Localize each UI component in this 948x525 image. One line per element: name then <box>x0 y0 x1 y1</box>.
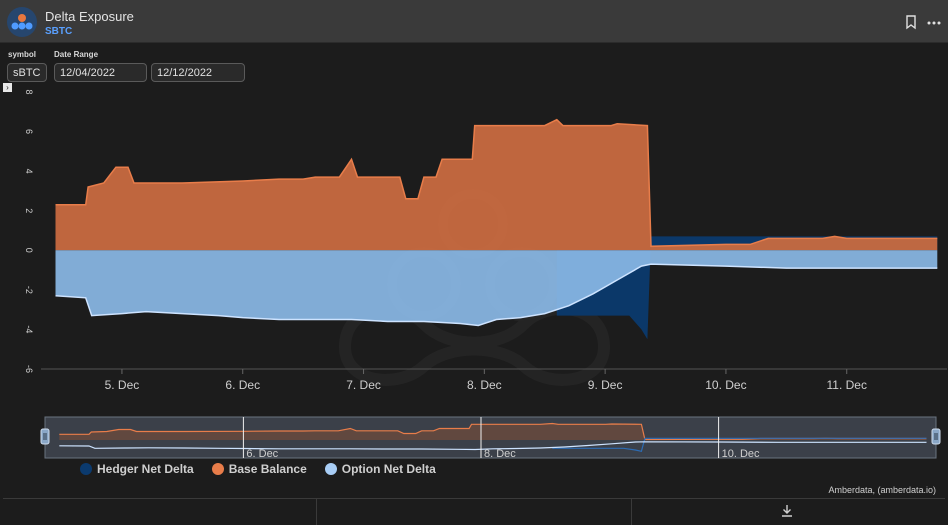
y-tick-label: -4 <box>24 325 34 333</box>
navigator-line-base <box>59 422 927 441</box>
series-area-option <box>55 250 938 326</box>
y-tick-label: -6 <box>24 365 34 373</box>
x-tick-label: 6. Dec <box>225 378 260 392</box>
amberdata-logo <box>7 7 37 37</box>
symbol-label: symbol <box>8 50 37 59</box>
x-tick-label: 11. Dec <box>827 378 867 392</box>
navigator-handle-left[interactable] <box>40 428 50 445</box>
x-tick-label: 10. Dec <box>705 378 746 392</box>
navigator-handle-right[interactable] <box>931 428 941 445</box>
legend-item-hedger[interactable]: Hedger Net Delta <box>80 462 194 476</box>
y-tick-label: -2 <box>24 286 34 294</box>
end-date-input[interactable]: 12/12/2022 <box>151 63 245 82</box>
y-tick-label: 6 <box>24 129 34 134</box>
y-tick-label: 2 <box>24 208 34 213</box>
footer-cell <box>317 499 632 525</box>
series-area-base <box>55 119 938 251</box>
page-title: Delta Exposure <box>45 9 134 24</box>
footer-bar <box>3 498 945 525</box>
symbol-select[interactable]: sBTC <box>7 63 47 82</box>
y-tick-label: 0 <box>24 248 34 253</box>
x-tick-label: 9. Dec <box>588 378 623 392</box>
legend-dot <box>324 463 337 475</box>
navigator-line-hedger <box>552 437 927 453</box>
navigator-tick-label: 10. Dec <box>722 448 760 460</box>
y-tick-label: 4 <box>24 169 34 174</box>
chart-credit: Amberdata, (amberdata.io) <box>828 485 936 495</box>
navigator-tick-label: 8. Dec <box>484 448 516 460</box>
footer-cell[interactable] <box>632 499 945 525</box>
widget-header: Delta Exposure SBTC <box>0 0 948 43</box>
y-tick-label: 8 <box>24 89 34 94</box>
date-range-label: Date Range <box>54 50 99 59</box>
expand-toggle-icon[interactable]: › <box>3 83 12 92</box>
x-tick-label: 5. Dec <box>105 378 140 392</box>
delta-exposure-chart: 8 6 4 2 0 -2 -4 -6 5. Dec 6. Dec 7. Dec 8. Dec 9. D… <box>24 89 947 460</box>
symbol-subtitle: SBTC <box>45 26 73 37</box>
navigator-line-option <box>59 441 927 451</box>
start-date-input[interactable]: 12/04/2022 <box>54 63 147 82</box>
legend-dot <box>211 463 224 475</box>
series-line-option <box>55 263 938 327</box>
more-horizontal-icon[interactable] <box>926 14 942 30</box>
navigator[interactable]: 6. Dec 8. Dec 10. Dec <box>40 416 941 460</box>
series-line-base <box>55 118 938 248</box>
legend-item-option[interactable]: Option Net Delta <box>324 462 436 476</box>
download-icon[interactable] <box>780 504 794 518</box>
chart-legend: Hedger Net Delta Base Balance Option Net… <box>80 462 436 476</box>
legend-item-base[interactable]: Base Balance <box>211 462 307 476</box>
navigator-area-base <box>59 423 927 440</box>
legend-dot <box>80 463 92 475</box>
bookmark-icon[interactable] <box>903 14 919 30</box>
navigator-tick-label: 6. Dec <box>246 448 278 460</box>
x-tick-label: 7. Dec <box>346 378 381 392</box>
footer-cell <box>3 499 318 525</box>
x-tick-label: 8. Dec <box>467 378 502 392</box>
